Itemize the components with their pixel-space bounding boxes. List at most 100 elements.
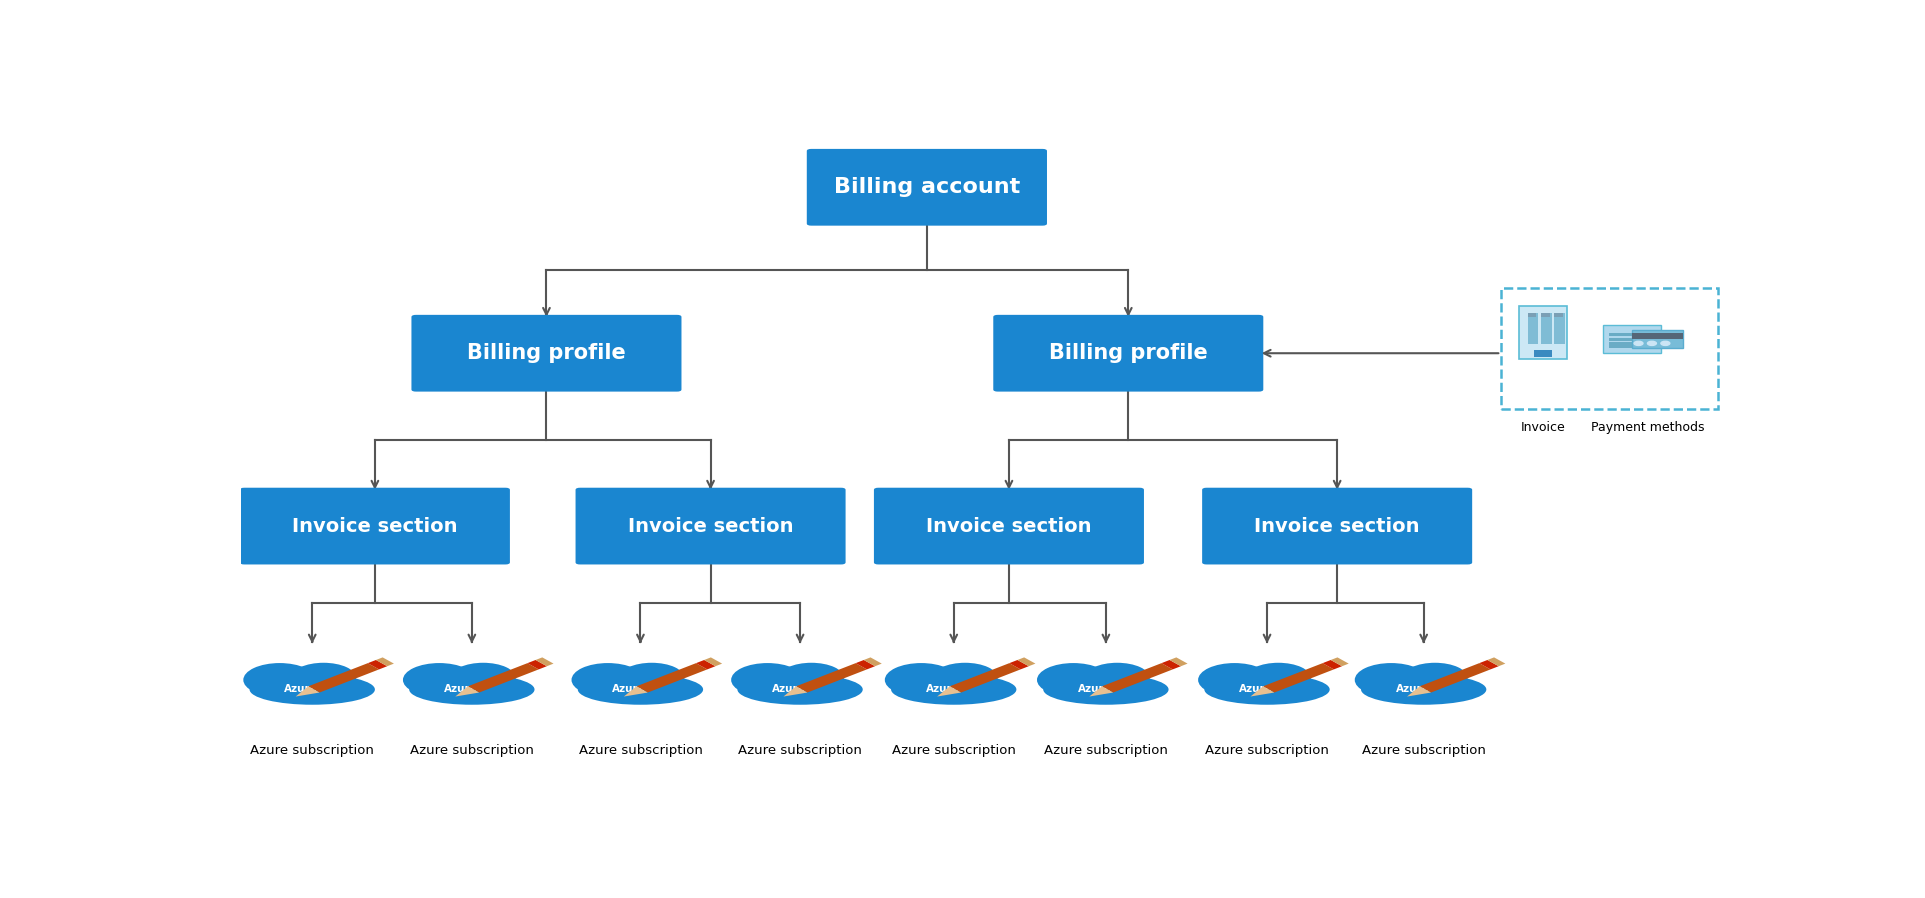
Bar bbox=[1609, 338, 1654, 340]
Bar bbox=[1555, 313, 1565, 344]
Polygon shape bbox=[783, 686, 807, 697]
Polygon shape bbox=[1018, 657, 1036, 666]
Polygon shape bbox=[1170, 657, 1188, 666]
Circle shape bbox=[243, 663, 316, 697]
Bar bbox=[1542, 313, 1550, 317]
Polygon shape bbox=[624, 686, 647, 697]
Polygon shape bbox=[1478, 660, 1500, 669]
Polygon shape bbox=[864, 657, 882, 666]
Polygon shape bbox=[1101, 663, 1172, 692]
Polygon shape bbox=[456, 686, 479, 697]
Circle shape bbox=[620, 663, 683, 693]
Text: Invoice: Invoice bbox=[1521, 421, 1565, 434]
Circle shape bbox=[886, 663, 957, 697]
Circle shape bbox=[1197, 663, 1270, 697]
Polygon shape bbox=[1407, 686, 1430, 697]
Ellipse shape bbox=[1361, 674, 1486, 705]
Polygon shape bbox=[1161, 660, 1180, 669]
FancyBboxPatch shape bbox=[1201, 488, 1473, 565]
Text: Azure: Azure bbox=[1240, 684, 1272, 694]
Text: Invoice section: Invoice section bbox=[1255, 516, 1421, 535]
Text: Billing profile: Billing profile bbox=[468, 343, 626, 363]
Bar bbox=[1609, 342, 1654, 345]
Circle shape bbox=[932, 663, 997, 693]
Text: Azure subscription: Azure subscription bbox=[410, 744, 533, 757]
FancyBboxPatch shape bbox=[576, 488, 845, 565]
Text: Azure subscription: Azure subscription bbox=[1205, 744, 1328, 757]
FancyBboxPatch shape bbox=[1632, 330, 1682, 348]
Ellipse shape bbox=[737, 674, 862, 705]
Text: Azure: Azure bbox=[772, 684, 807, 694]
Circle shape bbox=[291, 663, 356, 693]
Text: Billing account: Billing account bbox=[834, 177, 1020, 198]
Text: Billing profile: Billing profile bbox=[1049, 343, 1207, 363]
Ellipse shape bbox=[1043, 674, 1168, 705]
Circle shape bbox=[450, 663, 516, 693]
Ellipse shape bbox=[250, 674, 375, 705]
FancyBboxPatch shape bbox=[993, 315, 1263, 392]
Polygon shape bbox=[296, 686, 320, 697]
FancyBboxPatch shape bbox=[1519, 305, 1567, 359]
Bar bbox=[1542, 313, 1552, 344]
Text: Azure: Azure bbox=[926, 684, 959, 694]
Text: Azure subscription: Azure subscription bbox=[1043, 744, 1168, 757]
Circle shape bbox=[1634, 341, 1642, 346]
Circle shape bbox=[1038, 663, 1109, 697]
Polygon shape bbox=[535, 657, 554, 666]
Text: Azure: Azure bbox=[1078, 684, 1111, 694]
Circle shape bbox=[1355, 663, 1428, 697]
FancyBboxPatch shape bbox=[241, 488, 510, 565]
Circle shape bbox=[780, 663, 843, 693]
Text: Azure subscription: Azure subscription bbox=[891, 744, 1016, 757]
Text: Invoice section: Invoice section bbox=[628, 516, 793, 535]
Ellipse shape bbox=[578, 674, 703, 705]
Polygon shape bbox=[949, 663, 1020, 692]
Polygon shape bbox=[1488, 657, 1505, 666]
Polygon shape bbox=[1322, 660, 1342, 669]
Bar bbox=[1609, 333, 1654, 336]
Polygon shape bbox=[1263, 663, 1334, 692]
Polygon shape bbox=[1009, 660, 1028, 669]
FancyBboxPatch shape bbox=[874, 488, 1143, 565]
Bar bbox=[1555, 313, 1563, 317]
Polygon shape bbox=[705, 657, 722, 666]
Circle shape bbox=[1661, 341, 1669, 346]
Text: Azure subscription: Azure subscription bbox=[737, 744, 862, 757]
FancyBboxPatch shape bbox=[1502, 287, 1717, 409]
Ellipse shape bbox=[1205, 674, 1330, 705]
Polygon shape bbox=[1090, 686, 1113, 697]
Circle shape bbox=[1084, 663, 1149, 693]
Circle shape bbox=[402, 663, 475, 697]
Polygon shape bbox=[468, 663, 539, 692]
Text: Payment methods: Payment methods bbox=[1590, 421, 1704, 434]
Text: Azure: Azure bbox=[612, 684, 647, 694]
Text: Invoice section: Invoice section bbox=[926, 516, 1091, 535]
Polygon shape bbox=[937, 686, 961, 697]
Text: Azure: Azure bbox=[1396, 684, 1428, 694]
Circle shape bbox=[1648, 341, 1656, 346]
Polygon shape bbox=[1421, 663, 1490, 692]
FancyBboxPatch shape bbox=[412, 315, 681, 392]
Ellipse shape bbox=[410, 674, 535, 705]
Bar bbox=[1534, 350, 1552, 357]
Bar bbox=[1632, 333, 1682, 339]
Polygon shape bbox=[797, 663, 866, 692]
Text: Invoice section: Invoice section bbox=[293, 516, 458, 535]
Polygon shape bbox=[855, 660, 876, 669]
Text: Azure: Azure bbox=[443, 684, 477, 694]
Bar bbox=[1609, 345, 1638, 348]
Ellipse shape bbox=[891, 674, 1016, 705]
Polygon shape bbox=[1330, 657, 1349, 666]
Polygon shape bbox=[697, 660, 716, 669]
FancyBboxPatch shape bbox=[807, 149, 1047, 225]
Polygon shape bbox=[375, 657, 395, 666]
Circle shape bbox=[732, 663, 805, 697]
Polygon shape bbox=[368, 660, 387, 669]
Polygon shape bbox=[637, 663, 706, 692]
Polygon shape bbox=[1251, 686, 1274, 697]
Polygon shape bbox=[308, 663, 379, 692]
FancyBboxPatch shape bbox=[1604, 325, 1661, 353]
Circle shape bbox=[1403, 663, 1467, 693]
Text: Azure subscription: Azure subscription bbox=[579, 744, 703, 757]
Bar bbox=[1528, 313, 1538, 344]
